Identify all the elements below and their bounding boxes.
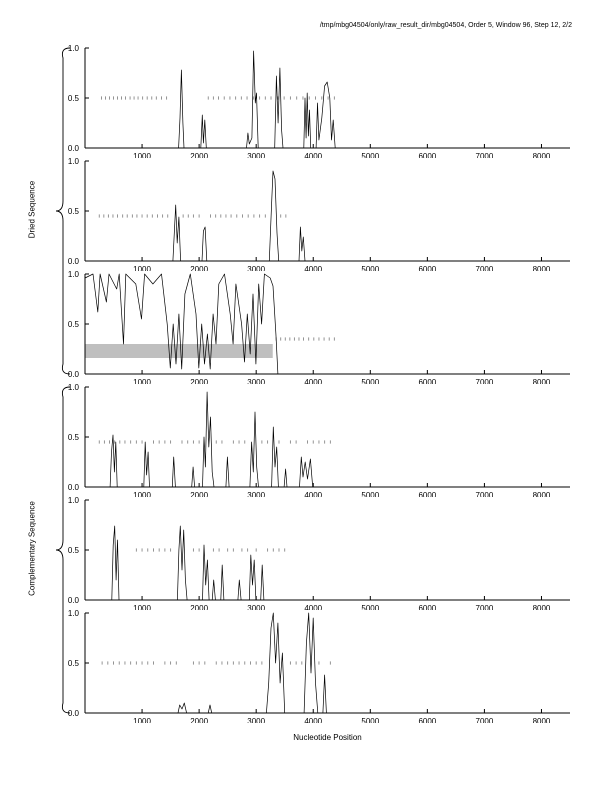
subplot-direct-1: 0.0 0.5 1.0 1000 2000 3000 4000 5000 6000 7000 800…	[0, 45, 612, 158]
y-tick-label: 0.5	[68, 320, 80, 329]
y-tick-label: 0.0	[68, 596, 80, 605]
x-tick-label: 4000	[304, 717, 322, 723]
x-axis-label: Nucleotide Position	[293, 733, 362, 742]
signal-curve	[85, 391, 570, 488]
subplot-canvas: 0.0 0.5 1.0 1000 2000 3000 4000 5000 6000 7000 800…	[68, 610, 570, 723]
highlight-band	[85, 344, 273, 358]
x-tick-label: 8000	[533, 265, 551, 271]
subplot-canvas: 0.0 0.5 1.0 1000 2000 3000 4000 5000 6000 7000 800…	[68, 158, 570, 271]
y-tick-label: 1.0	[68, 497, 80, 505]
y-tick-label: 1.0	[68, 158, 80, 166]
x-tick-label: 5000	[361, 604, 379, 610]
x-tick-label: 2000	[190, 717, 208, 723]
y-tick-label: 1.0	[68, 384, 80, 392]
group-brace	[55, 47, 71, 375]
signal-curve	[85, 525, 570, 601]
x-tick-label: 4000	[304, 491, 322, 497]
subplot-direct-2: 0.0 0.5 1.0 1000 2000 3000 4000 5000 6000 7000 800…	[0, 158, 612, 271]
x-tick-label: 3000	[247, 152, 265, 158]
y-tick-label: 0.5	[68, 433, 80, 442]
y-tick-label: 0.0	[68, 144, 80, 153]
subplot-canvas: 0.0 0.5 1.0 1000 2000 3000 4000 5000 6000 7000 800…	[68, 271, 570, 384]
x-tick-label: 8000	[533, 491, 551, 497]
subplot-canvas: 0.0 0.5 1.0 1000 2000 3000 4000 5000 6000 7000 800…	[68, 384, 570, 497]
x-tick-label: 7000	[476, 265, 494, 271]
x-tick-label: 2000	[190, 152, 208, 158]
x-tick-label: 5000	[361, 152, 379, 158]
y-tick-label: 1.0	[68, 45, 80, 53]
x-tick-label: 3000	[247, 491, 265, 497]
subplot-complementary-3: 0.0 0.5 1.0 1000 2000 3000 4000 5000 6000 7000 800…	[0, 610, 612, 723]
x-tick-label: 1000	[133, 378, 151, 384]
x-tick-label: 4000	[304, 265, 322, 271]
x-tick-label: 2000	[190, 265, 208, 271]
subplot-direct-3: 0.0 0.5 1.0 1000 2000 3000 4000 5000 6000 7000 800…	[0, 271, 612, 384]
x-tick-label: 8000	[533, 604, 551, 610]
x-tick-label: 4000	[304, 604, 322, 610]
x-tick-label: 5000	[361, 717, 379, 723]
x-tick-label: 8000	[533, 378, 551, 384]
signal-curve	[84, 273, 570, 375]
x-tick-label: 6000	[418, 265, 436, 271]
group-braces	[55, 47, 71, 714]
x-tick-label: 5000	[361, 378, 379, 384]
x-tick-label: 1000	[133, 604, 151, 610]
x-tick-label: 6000	[418, 491, 436, 497]
y-tick-label: 1.0	[68, 610, 80, 618]
x-tick-label: 1000	[133, 491, 151, 497]
x-tick-label: 3000	[247, 604, 265, 610]
x-tick-label: 6000	[418, 604, 436, 610]
group-brace	[55, 386, 71, 714]
x-tick-label: 7000	[476, 152, 494, 158]
x-tick-label: 5000	[361, 265, 379, 271]
y-tick-label: 1.0	[68, 271, 80, 279]
y-tick-label: 0.5	[68, 659, 80, 668]
x-tick-label: 6000	[418, 378, 436, 384]
x-tick-label: 6000	[418, 152, 436, 158]
x-tick-label: 5000	[361, 491, 379, 497]
y-tick-label: 0.5	[68, 207, 80, 216]
signal-curve	[85, 612, 570, 714]
y-tick-label: 0.0	[68, 370, 80, 379]
signal-curve	[85, 170, 570, 262]
x-tick-label: 1000	[133, 152, 151, 158]
y-tick-label: 0.0	[68, 709, 80, 718]
x-tick-label: 7000	[476, 604, 494, 610]
x-tick-label: 1000	[133, 265, 151, 271]
signal-curve	[85, 50, 570, 149]
y-tick-label: 0.0	[68, 483, 80, 492]
subplot-canvas: 0.0 0.5 1.0 1000 2000 3000 4000 5000 6000 7000 800…	[68, 45, 570, 158]
x-tick-label: 4000	[304, 378, 322, 384]
x-tick-label: 4000	[304, 152, 322, 158]
x-tick-label: 6000	[418, 717, 436, 723]
subplot-canvas: 0.0 0.5 1.0 1000 2000 3000 4000 5000 6000 7000 800…	[68, 497, 570, 610]
x-tick-label: 7000	[476, 378, 494, 384]
x-tick-label: 2000	[190, 604, 208, 610]
y-tick-label: 0.0	[68, 257, 80, 266]
y-tick-label: 0.5	[68, 94, 80, 103]
x-tick-label: 7000	[476, 717, 494, 723]
x-tick-label: 2000	[190, 378, 208, 384]
subplot-complementary-1: 0.0 0.5 1.0 1000 2000 3000 4000 5000 6000 7000 800…	[0, 384, 612, 497]
x-tick-label: 7000	[476, 491, 494, 497]
x-tick-label: 8000	[533, 152, 551, 158]
x-tick-label: 8000	[533, 717, 551, 723]
x-tick-label: 3000	[247, 717, 265, 723]
x-tick-label: 3000	[247, 265, 265, 271]
plot-title: /tmp/mbg04504/only/raw_result_dir/mbg045…	[319, 22, 572, 29]
x-tick-label: 2000	[190, 491, 208, 497]
y-tick-label: 0.5	[68, 546, 80, 555]
x-tick-label: 3000	[247, 378, 265, 384]
x-tick-label: 1000	[133, 717, 151, 723]
subplot-complementary-2: 0.0 0.5 1.0 1000 2000 3000 4000 5000 6000 7000 800…	[0, 497, 612, 610]
